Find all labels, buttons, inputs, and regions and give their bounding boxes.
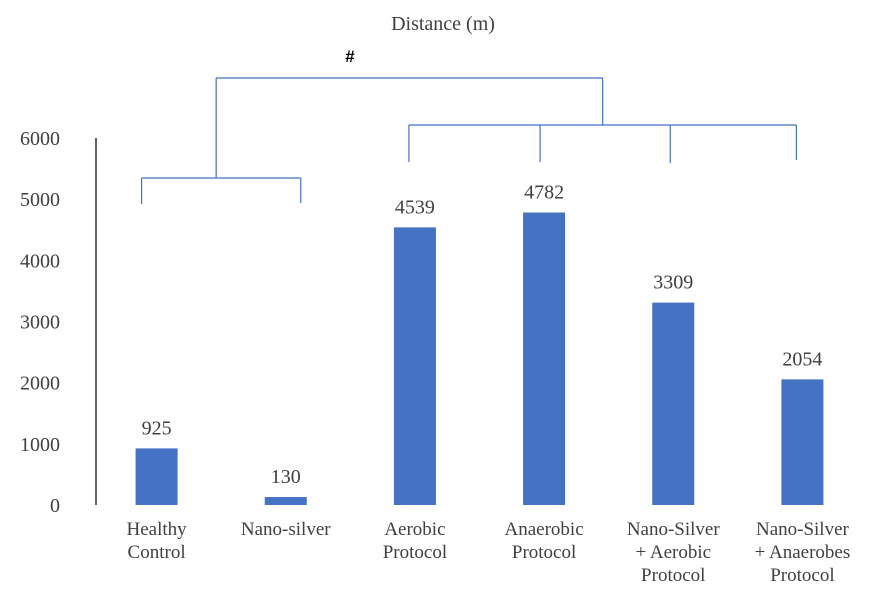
y-tick-label: 4000 (20, 250, 60, 272)
y-tick-label: 5000 (20, 189, 60, 211)
y-tick-label: 6000 (20, 128, 60, 150)
data-labels: 925 130 4539 4782 3309 2054 (142, 182, 823, 489)
y-tick-label: 1000 (20, 434, 60, 456)
x-tick-label: Nano-Silver + Anaerobes Protocol (755, 519, 851, 586)
data-label: 4539 (395, 196, 435, 218)
x-tick-label: Healthy Control (127, 519, 188, 563)
significance-brackets (140, 77, 798, 204)
x-tick-label: Aerobic Protocol (383, 519, 447, 563)
y-axis-tick-labels: 0 1000 2000 3000 4000 5000 6000 (20, 128, 60, 517)
data-label: 2054 (782, 348, 822, 370)
data-label: 130 (271, 466, 301, 488)
x-tick-label: Anaerobic Protocol (505, 519, 584, 563)
chart-title: Distance (m) (391, 13, 495, 35)
data-label: 4782 (524, 182, 564, 204)
x-tick-label: Nano-silver (241, 519, 331, 540)
bar (781, 379, 824, 505)
x-tick-label: Nano-Silver + Aerobic Protocol (627, 519, 721, 586)
bar (264, 497, 307, 505)
bar (393, 227, 436, 505)
significance-annotation: # (345, 47, 355, 66)
data-label: 925 (142, 417, 172, 439)
bar (135, 448, 178, 505)
bar (523, 212, 566, 505)
y-tick-label: 2000 (20, 373, 60, 395)
data-label: 3309 (653, 272, 693, 294)
x-axis-tick-labels: Healthy Control Nano-silver Aerobic Protocol… (127, 519, 851, 586)
bars (135, 212, 824, 505)
bar (652, 302, 695, 505)
y-tick-label: 0 (50, 495, 60, 517)
y-tick-label: 3000 (20, 312, 60, 334)
